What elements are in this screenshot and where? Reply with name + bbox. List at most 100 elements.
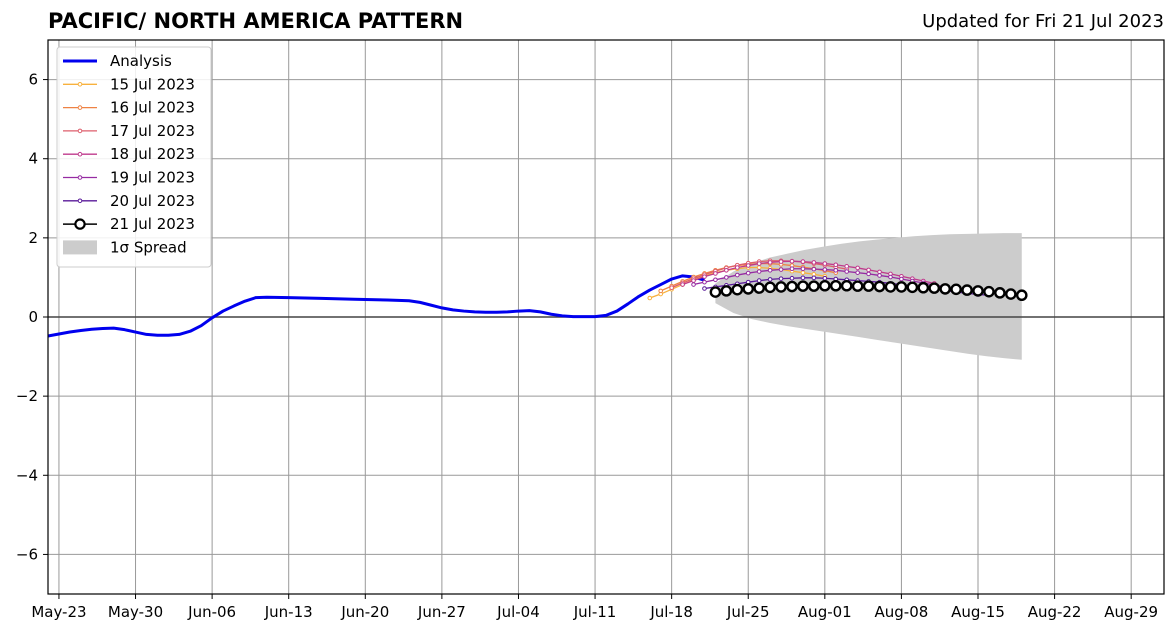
- forecast-series: [647, 258, 1028, 302]
- forecast-point: [691, 278, 696, 283]
- forecast-point: [797, 280, 809, 292]
- y-tick-label: −6: [16, 545, 38, 563]
- forecast-point: [833, 268, 839, 273]
- forecast-point: [895, 281, 908, 293]
- legend-entry: 21 Jul 2023: [63, 215, 195, 233]
- legend-entry: 18 Jul 2023: [63, 145, 195, 163]
- legend-entry: Analysis: [63, 52, 172, 70]
- forecast-21-jul-2023: [709, 279, 1028, 302]
- forecast-point: [983, 285, 995, 298]
- forecast-point: [906, 281, 919, 294]
- y-tick-label: −4: [16, 466, 38, 484]
- x-tick-label: Aug-22: [1028, 603, 1082, 621]
- forecast-point: [862, 280, 875, 292]
- forecast-point: [702, 274, 707, 279]
- spread-area: [715, 233, 1022, 360]
- legend-label: Analysis: [110, 52, 172, 70]
- legend-marker: [77, 151, 83, 157]
- axes: May-23 May-30 Jun-06 Jun-13 Jun-20 Jun-27 Jul-…: [16, 39, 1165, 621]
- legend-entry: 16 Jul 2023: [63, 99, 195, 117]
- forecast-point: [756, 265, 762, 270]
- legend-marker: [77, 198, 83, 204]
- forecast-point: [873, 280, 886, 293]
- y-tick-label: 0: [28, 308, 38, 326]
- legend-label: 1σ Spread: [110, 238, 187, 256]
- legend-entry: 20 Jul 2023: [63, 192, 195, 210]
- forecast-point: [756, 261, 762, 266]
- forecast-point: [789, 258, 795, 264]
- forecast-point: [778, 267, 784, 272]
- forecast-point: [756, 269, 762, 274]
- forecast-point: [702, 286, 707, 291]
- forecast-point: [972, 285, 984, 297]
- forecast-point: [811, 271, 817, 277]
- forecast-point: [745, 263, 751, 268]
- forecast-point: [811, 260, 817, 265]
- legend-label: 21 Jul 2023: [110, 215, 195, 233]
- forecast-point: [822, 261, 828, 266]
- forecast-point: [928, 282, 941, 294]
- plot-frame: [47, 39, 1165, 595]
- x-tick-label: Aug-08: [875, 603, 929, 621]
- forecast-point: [822, 267, 828, 272]
- legend-entry: 15 Jul 2023: [63, 75, 195, 93]
- forecast-point: [899, 276, 904, 282]
- forecast-point: [756, 278, 762, 283]
- x-tick-label: Jun-20: [340, 603, 389, 621]
- forecast-point: [691, 282, 696, 287]
- forecast-point: [855, 270, 860, 275]
- forecast-point: [658, 288, 664, 294]
- forecast-point: [753, 282, 765, 294]
- forecast-point: [888, 274, 893, 280]
- forecast-point: [767, 277, 773, 282]
- forecast-point: [724, 275, 729, 280]
- forecast-point: [800, 266, 806, 272]
- forecast-point: [833, 262, 839, 268]
- y-tick-label: −2: [16, 387, 38, 405]
- forecast-point: [767, 268, 773, 273]
- forecast-point: [822, 275, 828, 281]
- forecast-point: [961, 284, 973, 296]
- x-tick-label: Aug-15: [951, 603, 1005, 621]
- legend-entry: 1σ Spread: [63, 238, 187, 256]
- legend-swatch: [63, 240, 97, 255]
- analysis-line: [47, 274, 705, 338]
- legend-label: 20 Jul 2023: [110, 192, 195, 210]
- legend-label: 18 Jul 2023: [110, 145, 195, 163]
- forecast-point: [811, 266, 817, 272]
- legend-marker: [77, 82, 83, 87]
- forecast-point: [866, 271, 871, 277]
- x-tick-label: Jul-04: [496, 603, 540, 621]
- x-tick-label: May-30: [108, 603, 163, 621]
- y-tick-label: 6: [28, 71, 38, 89]
- x-tick-label: Jun-06: [187, 603, 236, 621]
- legend-label: 16 Jul 2023: [110, 99, 195, 117]
- x-tick-label: Jul-11: [573, 603, 617, 621]
- legend-label: 15 Jul 2023: [110, 75, 195, 93]
- legend: Analysis 15 Jul 2023 16 Jul 2023 17 Jul 202…: [56, 46, 212, 268]
- forecast-point: [939, 283, 951, 295]
- y-tick-label: 4: [28, 150, 38, 168]
- x-tick-label: Aug-01: [798, 603, 852, 621]
- forecast-point: [745, 270, 751, 276]
- forecast-point: [884, 281, 897, 293]
- legend-entry: 19 Jul 2023: [63, 169, 195, 187]
- forecast-point: [789, 275, 795, 281]
- forecast-point: [778, 276, 784, 281]
- legend-box: [56, 46, 212, 268]
- forecast-point: [734, 265, 740, 270]
- forecast-point: [789, 266, 795, 272]
- forecast-point: [734, 272, 740, 278]
- x-tick-label: Aug-29: [1104, 603, 1158, 621]
- spread-band: [715, 233, 1022, 360]
- forecast-point: [844, 269, 850, 274]
- forecast-point: [669, 285, 674, 291]
- forecast-point: [724, 268, 729, 273]
- chart-title: PACIFIC/ NORTH AMERICA PATTERN: [48, 9, 464, 33]
- forecast-point: [647, 295, 653, 301]
- legend-marker: [74, 218, 86, 230]
- analysis-series: [47, 274, 705, 338]
- legend-label: 19 Jul 2023: [110, 169, 195, 187]
- updated-date: Updated for Fri 21 Jul 2023: [922, 11, 1164, 32]
- forecast-point: [778, 259, 784, 264]
